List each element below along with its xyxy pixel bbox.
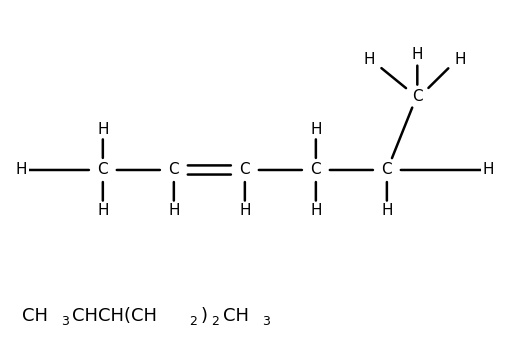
Text: 2: 2 (189, 315, 196, 328)
Text: H: H (168, 203, 179, 218)
Text: 2: 2 (211, 315, 219, 328)
Text: H: H (16, 162, 27, 177)
Text: H: H (309, 122, 321, 137)
Text: 3: 3 (61, 315, 69, 328)
Text: ): ) (200, 307, 207, 325)
Text: H: H (309, 203, 321, 218)
Text: H: H (411, 47, 422, 62)
Text: C: C (168, 162, 179, 177)
Text: C: C (97, 162, 108, 177)
Text: C: C (310, 162, 321, 177)
Text: C: C (411, 89, 422, 104)
Text: H: H (97, 122, 108, 137)
Text: C: C (239, 162, 250, 177)
Text: C: C (381, 162, 391, 177)
Text: H: H (454, 52, 465, 67)
Text: CH: CH (22, 307, 47, 325)
Text: 3: 3 (262, 315, 269, 328)
Text: H: H (97, 203, 108, 218)
Text: H: H (239, 203, 250, 218)
Text: H: H (380, 203, 392, 218)
Text: H: H (482, 162, 493, 177)
Text: CH: CH (222, 307, 248, 325)
Text: CHCH(CH: CHCH(CH (72, 307, 157, 325)
Text: H: H (363, 52, 374, 67)
